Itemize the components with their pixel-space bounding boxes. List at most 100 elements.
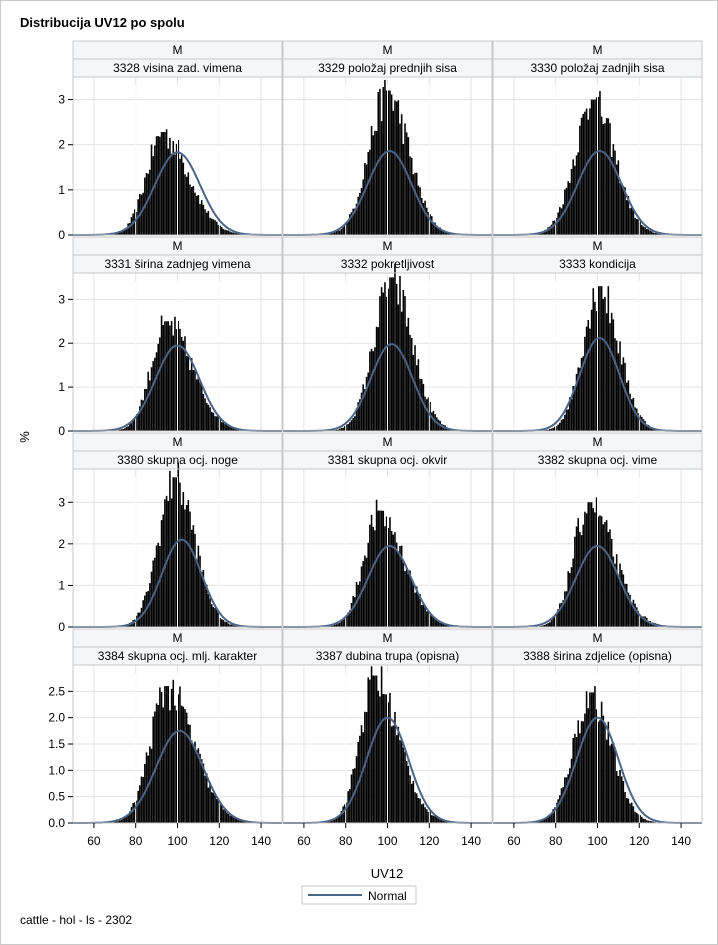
histogram-bar — [545, 817, 548, 823]
histogram-bar — [152, 361, 154, 431]
histogram-bar — [549, 428, 551, 431]
histogram-bar — [220, 804, 223, 823]
histogram-bar — [231, 624, 233, 627]
histogram-bar — [214, 220, 216, 235]
histogram-bar — [215, 416, 218, 431]
histogram-bar — [435, 817, 438, 823]
histogram-bar — [120, 429, 123, 431]
histogram-bar — [335, 429, 338, 431]
panel-trait-label: 3387 dubina trupa (opisna) — [316, 649, 459, 663]
histogram-bar — [164, 132, 166, 235]
histogram-bar — [554, 616, 556, 627]
histogram-bar — [642, 818, 645, 823]
histogram-bar — [607, 721, 610, 823]
histogram-bar — [446, 232, 448, 235]
histogram-bar — [219, 618, 221, 627]
x-tick-label: 140 — [251, 834, 271, 848]
panel-trait-label: 3382 skupna ocj. vime — [538, 453, 658, 467]
histogram-bar — [590, 502, 593, 627]
histogram-bar — [589, 108, 591, 235]
histogram-bar — [349, 214, 351, 235]
y-tick-label: 2 — [58, 336, 65, 350]
histogram-bar — [384, 526, 386, 627]
histogram-bar — [147, 591, 149, 627]
histogram-bar — [174, 316, 176, 431]
histogram-bar — [559, 422, 561, 431]
histogram-bar — [629, 393, 631, 431]
histogram-bar — [167, 321, 170, 431]
histogram-bar — [134, 418, 136, 431]
histogram-bar — [184, 174, 186, 235]
x-tick-label: 100 — [377, 834, 397, 848]
histogram-bar — [339, 622, 341, 627]
histogram-bar — [199, 203, 201, 235]
histogram-bar — [194, 192, 196, 235]
histogram-bar — [562, 600, 564, 627]
histogram-bar — [219, 801, 221, 823]
histogram-bar — [340, 620, 343, 627]
histogram-bar — [537, 821, 539, 823]
histogram-bar — [123, 428, 126, 431]
histogram-bar — [557, 609, 559, 627]
histogram-bar — [424, 396, 426, 431]
histogram-bar — [627, 798, 630, 823]
histogram-bar — [402, 562, 405, 627]
histogram-bar — [599, 286, 601, 431]
histogram-bar — [547, 817, 549, 823]
panel-sex-label: M — [383, 43, 393, 57]
histogram-bar — [439, 621, 441, 627]
histogram-bar — [589, 328, 591, 431]
histogram-bar — [554, 426, 556, 431]
histogram-bar — [367, 677, 370, 823]
histogram-bar — [644, 421, 646, 431]
histogram-bar — [354, 416, 356, 431]
histogram-bar — [205, 402, 208, 431]
panel-frame — [492, 272, 703, 432]
panel-frame — [72, 76, 283, 236]
histogram-bar — [347, 221, 349, 235]
histogram-bar — [615, 771, 618, 823]
histogram-bar — [364, 162, 366, 235]
histogram-bar — [632, 397, 635, 431]
histogram-bar — [360, 188, 363, 235]
histogram-bar — [140, 194, 143, 235]
histogram-bar — [419, 798, 421, 823]
histogram-bar — [159, 337, 161, 431]
histogram-bar — [384, 694, 386, 823]
histogram-bar — [184, 509, 186, 627]
histogram-bar — [123, 228, 126, 235]
histogram-bar — [129, 222, 131, 235]
histogram-bar — [387, 702, 390, 823]
histogram-bar — [441, 621, 443, 627]
histogram-bar — [164, 686, 166, 823]
histogram-bar — [420, 804, 423, 823]
histogram-bar — [241, 820, 243, 823]
histogram-bar — [160, 691, 163, 823]
histogram-bar — [379, 88, 381, 235]
histogram-bar — [210, 604, 213, 627]
histogram-bar — [625, 200, 628, 235]
histogram-bar — [543, 624, 546, 627]
histogram-bar — [589, 692, 591, 823]
histogram-bar — [632, 599, 635, 627]
histogram-bar — [550, 224, 553, 235]
histogram-bar — [639, 221, 641, 235]
histogram-bar — [614, 338, 616, 431]
histogram-bar — [164, 499, 166, 627]
histogram-bar — [227, 813, 230, 823]
histogram-bar — [644, 818, 646, 823]
histogram-bar — [352, 418, 354, 431]
histogram-bar — [150, 144, 153, 235]
histogram-bar — [184, 336, 186, 431]
histogram-bar — [444, 820, 446, 823]
histogram-bar — [592, 692, 595, 823]
histogram-bar — [620, 569, 623, 627]
histogram-bar — [222, 809, 225, 823]
histogram-bar — [340, 810, 343, 823]
histogram-bar — [432, 815, 435, 823]
histogram-bar — [192, 744, 195, 823]
histogram-bar — [417, 593, 420, 627]
histogram-bar — [382, 87, 385, 235]
histogram-bar — [202, 763, 205, 823]
histogram-bar — [584, 111, 586, 235]
